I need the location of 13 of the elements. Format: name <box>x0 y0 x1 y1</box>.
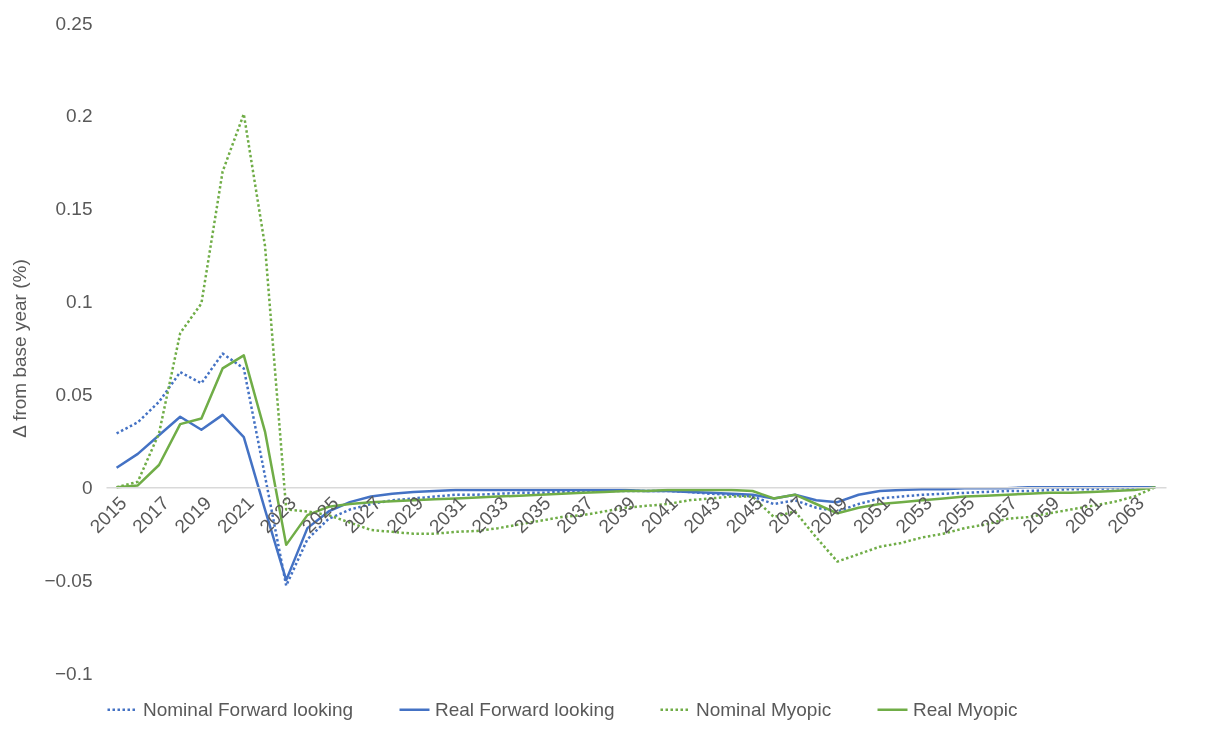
y-tick-label: 0.15 <box>55 198 93 220</box>
legend-label: Real Myopic <box>913 698 1018 720</box>
y-tick-label: −0.1 <box>54 662 93 684</box>
y-tick-label: 0.05 <box>55 383 93 405</box>
y-tick-label: 0.25 <box>55 12 93 34</box>
legend-label: Nominal Myopic <box>696 698 832 720</box>
y-tick-label: 0.2 <box>66 105 93 127</box>
legend-label: Real Forward looking <box>435 698 615 720</box>
y-tick-label: −0.05 <box>44 569 93 591</box>
y-tick-label: 0.1 <box>66 291 93 313</box>
legend-label: Nominal Forward looking <box>143 698 354 720</box>
y-tick-label: 0 <box>81 476 93 498</box>
y-axis-title: Δ from base year (%) <box>9 259 31 438</box>
